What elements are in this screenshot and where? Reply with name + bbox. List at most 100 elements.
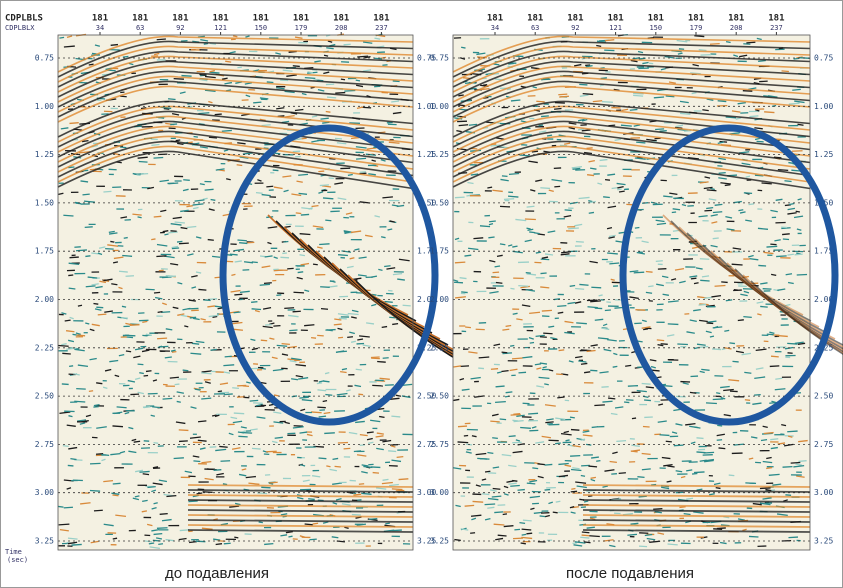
noise-stroke bbox=[283, 189, 289, 193]
noise-stroke bbox=[266, 81, 274, 84]
cdp-number: 63 bbox=[531, 24, 539, 32]
noise-stroke bbox=[709, 42, 720, 45]
noise-stroke bbox=[676, 39, 688, 43]
noise-stroke bbox=[710, 244, 718, 248]
noise-stroke bbox=[508, 435, 516, 438]
noise-stroke bbox=[271, 440, 278, 444]
noise-stroke bbox=[326, 47, 334, 50]
noise-stroke bbox=[351, 513, 361, 516]
noise-stroke bbox=[793, 464, 805, 468]
noise-stroke bbox=[536, 367, 542, 370]
noise-stroke bbox=[675, 124, 684, 128]
noise-stroke bbox=[454, 261, 466, 264]
noise-stroke bbox=[70, 457, 77, 461]
noise-stroke bbox=[682, 382, 689, 385]
noise-stroke bbox=[287, 267, 294, 270]
time-tick-label: 1.25 bbox=[814, 150, 833, 159]
noise-stroke bbox=[137, 391, 145, 395]
noise-stroke bbox=[633, 94, 644, 97]
noise-stroke bbox=[594, 404, 605, 407]
noise-stroke bbox=[337, 313, 349, 316]
noise-stroke bbox=[478, 356, 490, 359]
reflector bbox=[187, 524, 414, 528]
noise-stroke bbox=[547, 230, 556, 234]
noise-stroke bbox=[578, 196, 590, 200]
noise-stroke bbox=[644, 399, 651, 402]
noise-stroke bbox=[494, 511, 504, 514]
noise-stroke bbox=[374, 57, 382, 60]
noise-stroke bbox=[112, 494, 119, 497]
noise-stroke bbox=[689, 319, 697, 323]
noise-stroke bbox=[153, 441, 159, 444]
noise-stroke bbox=[788, 202, 795, 206]
noise-stroke bbox=[732, 247, 742, 250]
noise-stroke bbox=[177, 142, 184, 145]
noise-stroke bbox=[473, 237, 484, 240]
noise-stroke bbox=[257, 179, 262, 182]
noise-stroke bbox=[575, 481, 587, 484]
noise-stroke bbox=[320, 286, 330, 288]
reflector bbox=[582, 529, 811, 533]
noise-stroke bbox=[513, 412, 521, 415]
noise-stroke bbox=[664, 55, 674, 59]
noise-stroke bbox=[323, 54, 329, 57]
noise-stroke bbox=[725, 41, 731, 44]
noise-stroke bbox=[543, 332, 553, 335]
noise-stroke bbox=[356, 157, 367, 160]
noise-stroke bbox=[246, 381, 251, 384]
noise-stroke bbox=[162, 397, 173, 400]
reflector bbox=[452, 55, 811, 93]
noise-stroke bbox=[491, 413, 499, 417]
noise-stroke bbox=[581, 534, 590, 537]
noise-stroke bbox=[655, 128, 665, 131]
noise-stroke bbox=[649, 359, 657, 362]
noise-stroke bbox=[65, 330, 75, 333]
noise-stroke bbox=[535, 179, 543, 182]
noise-stroke bbox=[204, 89, 216, 92]
noise-stroke bbox=[490, 420, 500, 423]
noise-stroke bbox=[492, 437, 498, 440]
noise-stroke bbox=[715, 486, 721, 490]
noise-stroke bbox=[720, 182, 731, 185]
noise-stroke bbox=[781, 423, 787, 427]
noise-stroke bbox=[712, 237, 719, 240]
noise-stroke bbox=[331, 536, 339, 539]
noise-stroke bbox=[386, 267, 396, 270]
noise-stroke bbox=[539, 362, 548, 365]
reflector bbox=[57, 40, 414, 78]
noise-stroke bbox=[570, 511, 576, 514]
noise-stroke bbox=[191, 342, 200, 345]
noise-stroke bbox=[152, 466, 159, 469]
noise-stroke bbox=[695, 267, 703, 270]
noise-stroke bbox=[365, 153, 377, 156]
noise-stroke bbox=[583, 500, 589, 503]
noise-stroke bbox=[90, 540, 99, 544]
time-tick-label: 1.50 bbox=[417, 198, 436, 207]
noise-stroke bbox=[509, 368, 518, 372]
noise-stroke bbox=[382, 478, 389, 481]
noise-stroke bbox=[609, 544, 616, 548]
noise-stroke bbox=[574, 541, 586, 544]
noise-stroke bbox=[769, 331, 775, 335]
noise-stroke bbox=[508, 482, 517, 485]
noise-stroke bbox=[103, 190, 112, 193]
reflector bbox=[452, 70, 811, 108]
noise-stroke bbox=[312, 263, 318, 266]
noise-stroke bbox=[795, 463, 803, 466]
cdp-number: 92 bbox=[571, 24, 579, 32]
noise-stroke bbox=[68, 446, 78, 450]
noise-stroke bbox=[208, 100, 213, 104]
noise-stroke bbox=[112, 425, 124, 428]
noise-stroke bbox=[391, 459, 402, 463]
noise-stroke bbox=[259, 97, 269, 100]
noise-stroke bbox=[111, 492, 120, 495]
noise-stroke bbox=[304, 76, 316, 80]
noise-stroke bbox=[369, 517, 378, 521]
noise-stroke bbox=[528, 412, 539, 415]
noise-stroke bbox=[354, 248, 360, 251]
noise-stroke bbox=[280, 513, 288, 516]
noise-stroke bbox=[741, 162, 751, 166]
noise-stroke bbox=[384, 265, 391, 268]
noise-stroke bbox=[629, 270, 639, 273]
noise-stroke bbox=[657, 376, 662, 379]
